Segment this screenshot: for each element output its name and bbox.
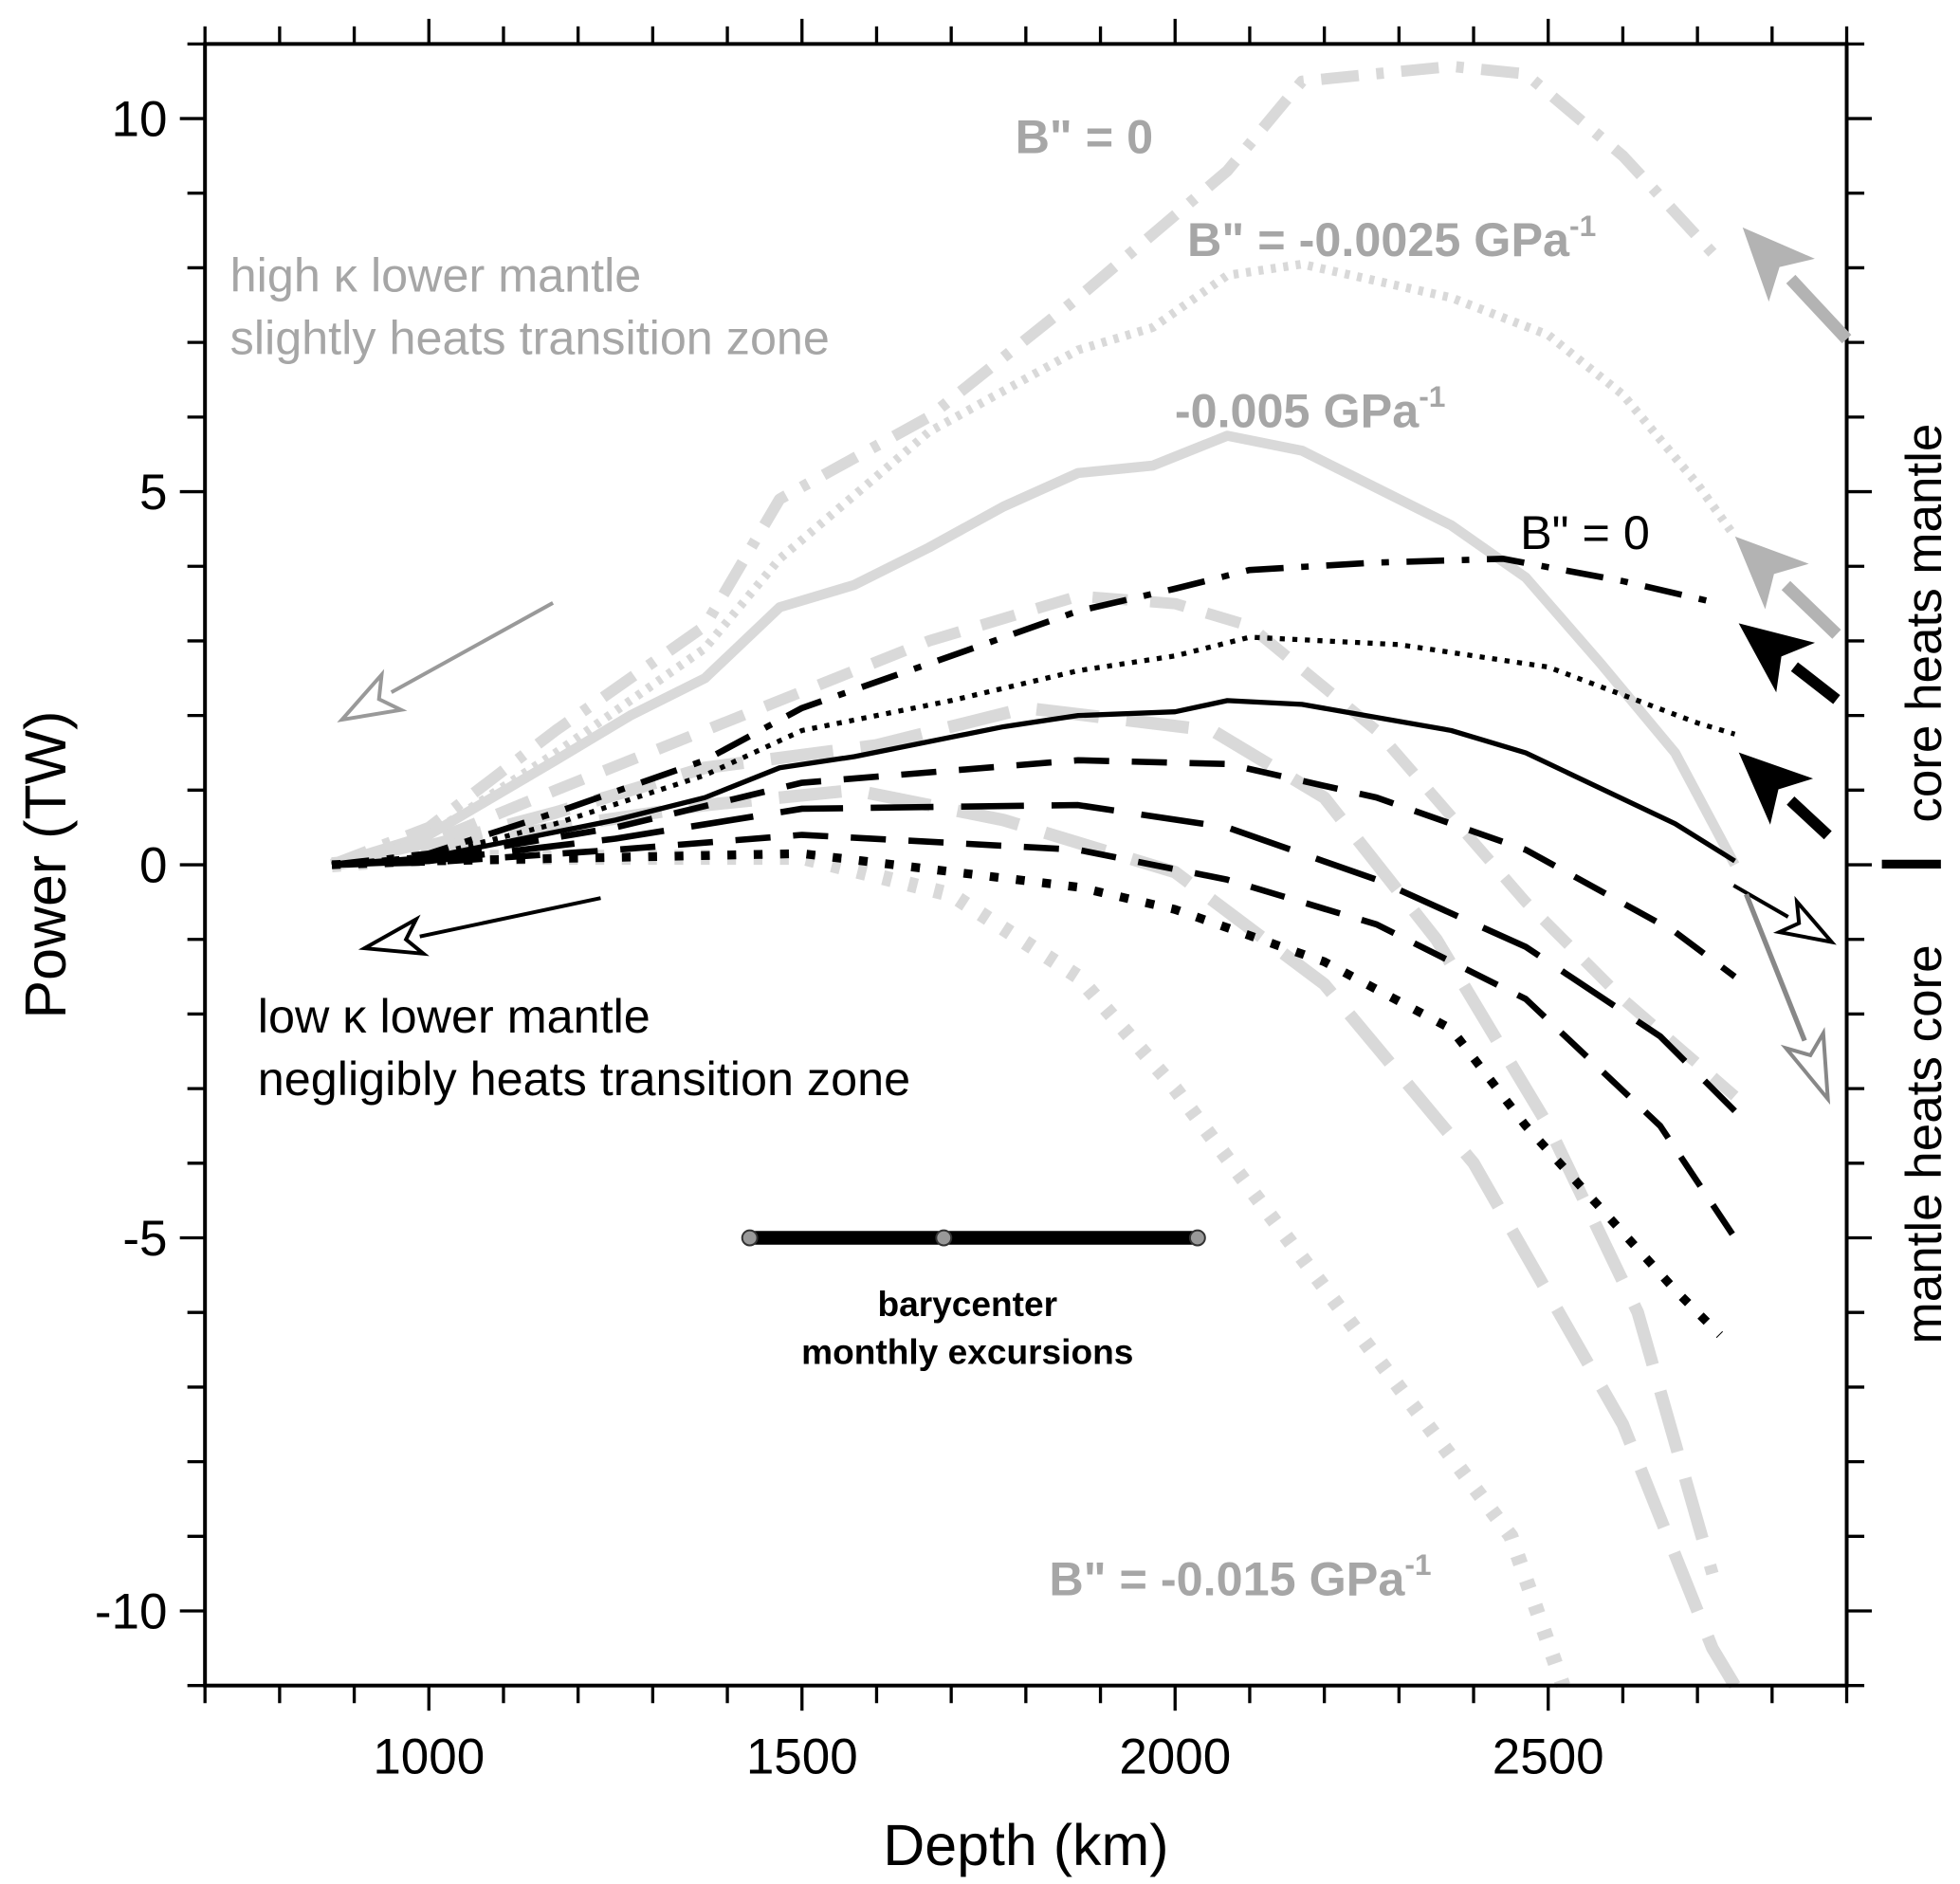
series-layer (329, 60, 1741, 1690)
excursions-label: monthly excursions (801, 1332, 1133, 1372)
label-gray-b005: -0.005 GPa-1 (1175, 379, 1446, 437)
gray-down-arrow-icon (1744, 893, 1831, 1106)
low-kappa-arrow-icon (357, 896, 601, 957)
series-line-11 (331, 801, 1737, 1114)
arrow-head (337, 668, 408, 723)
arrow-head (1738, 752, 1814, 825)
barycenter-group (741, 1229, 1206, 1247)
y-tick-label: 5 (139, 465, 167, 521)
black-up-arrow-icon-2 (1738, 752, 1832, 840)
x-tick-label: 2500 (1493, 1729, 1604, 1784)
arrow-shaft (1744, 893, 1807, 1042)
series-line-1 (330, 259, 1739, 869)
series-line-9 (331, 698, 1736, 868)
core-heats-mantle-label: core heats mantle (1896, 424, 1952, 823)
arrow-shaft (390, 601, 555, 694)
series-line-8 (331, 634, 1736, 868)
x-tick-label: 1000 (373, 1729, 485, 1784)
barycenter-label: barycenter (877, 1284, 1057, 1324)
arrow-head (1738, 623, 1816, 693)
series-line-2 (330, 430, 1740, 870)
arrow-shaft (1790, 662, 1841, 704)
arrow-head (357, 914, 430, 957)
black-down-arrow-icon (1732, 884, 1837, 945)
barycenter-point (935, 1229, 953, 1247)
superscript: -1 (1419, 379, 1445, 413)
arrow-shaft (1786, 274, 1852, 344)
axes-layer: 1000 1500 2000 2500 10 5 0 -5 -10 Depth (km) Power… (13, 18, 1873, 1877)
arrow-head (1780, 1027, 1831, 1106)
arrow-shaft (1781, 580, 1841, 639)
x-tick-label: 2000 (1119, 1729, 1231, 1784)
label-gray-b015-text: B" = -0.015 GPa (1049, 1551, 1405, 1605)
low-kappa-line1: low κ lower mantle (258, 989, 650, 1043)
arrow-shaft (419, 896, 601, 939)
x-axis-title: Depth (km) (883, 1813, 1168, 1877)
high-kappa-line1: high κ lower mantle (230, 247, 642, 302)
y-axis-title: Power (TW) (13, 711, 78, 1019)
label-gray-b0: B" = 0 (1016, 110, 1154, 164)
label-gray-b0025: B" = -0.0025 GPa-1 (1187, 209, 1596, 266)
arrow-head (1734, 536, 1809, 610)
series-line-3 (330, 590, 1739, 1101)
gray-up-arrow-icon (1742, 227, 1852, 344)
superscript: -1 (1404, 1547, 1431, 1582)
label-black-b0: B" = 0 (1520, 505, 1650, 559)
y-tick-label: -5 (122, 1211, 167, 1267)
barycenter-point (1188, 1229, 1206, 1247)
y-tick-label: 10 (112, 92, 168, 148)
series-line-7 (331, 556, 1721, 869)
series-line-10 (331, 757, 1737, 979)
gray-up-arrow-icon-2 (1734, 536, 1841, 639)
high-kappa-line2: slightly heats transition zone (230, 311, 830, 365)
label-gray-b005-text: -0.005 GPa (1175, 383, 1420, 437)
series-line-4 (330, 702, 1719, 1576)
low-kappa-line2: negligibly heats transition zone (258, 1052, 910, 1106)
superscript: -1 (1569, 209, 1596, 243)
x-tick-label: 1500 (746, 1729, 858, 1784)
black-up-arrow-icon (1738, 623, 1841, 704)
mantle-heats-core-label: mantle heats core (1896, 944, 1952, 1344)
label-gray-b015: B" = -0.015 GPa-1 (1049, 1547, 1431, 1605)
arrow-shaft (1786, 796, 1832, 840)
label-gray-b0025-text: B" = -0.0025 GPa (1187, 212, 1570, 266)
barycenter-point (741, 1229, 759, 1247)
series-line-0 (329, 60, 1717, 870)
series-line-13 (331, 849, 1724, 1339)
y-tick-label: 0 (139, 838, 167, 894)
high-kappa-arrow-icon (337, 601, 555, 723)
arrow-shaft (1732, 884, 1789, 919)
arrow-head (1742, 227, 1815, 302)
arrows (337, 227, 1852, 1106)
arrow-head (1772, 895, 1837, 945)
y-tick-label: -10 (95, 1584, 168, 1640)
